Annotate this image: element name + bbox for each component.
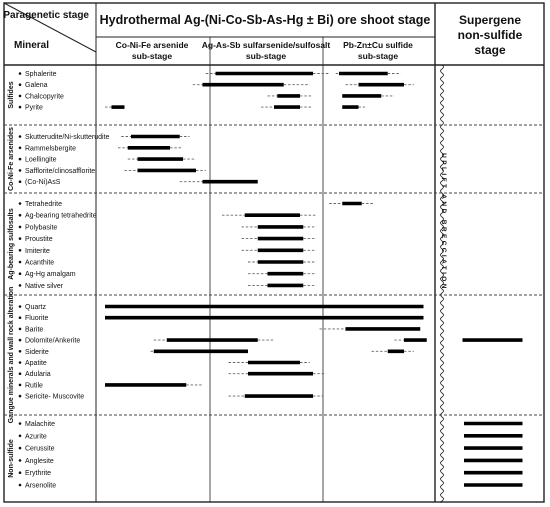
substage-2-title: Ag-As-Sb sulfarsenide/sulfosalt: [202, 40, 331, 50]
mineral-label: Pyrite: [25, 105, 43, 112]
group-label: Non-sulfide: [8, 439, 15, 478]
mineral-label: Cerussite: [25, 446, 55, 453]
mineral-label: Azurite: [25, 433, 47, 440]
bullet-icon: [18, 272, 22, 276]
bullet-icon: [18, 305, 22, 308]
bullet-icon: [18, 383, 22, 387]
substage-1-subtitle: sub-stage: [132, 51, 172, 61]
mineral-label: Safflorite/clinosafflorite: [25, 168, 95, 175]
mineral-label: Sphalerite: [25, 71, 57, 78]
mineral-label: Polybasite: [25, 224, 57, 231]
bullet-icon: [18, 284, 22, 287]
supergene-title-line2: non-sulfide: [458, 28, 523, 42]
substage-3-title: Pb-Zn±Cu sulfide: [343, 40, 413, 50]
bullet-icon: [18, 83, 22, 86]
diagram-frame: [3, 2, 545, 503]
mineral-label: Arsenolite: [25, 483, 56, 490]
bullet-icon: [18, 260, 22, 264]
mineral-label: Apatite: [25, 360, 47, 367]
mineral-group: Non-sulfide Malachite Azurite Cerussite Angl…: [8, 421, 523, 490]
bullet-icon: [18, 105, 22, 109]
uplift-wavy-line: [440, 64, 444, 503]
mineral-label: Chalcopyrite: [25, 93, 64, 100]
supergene-title-line3: stage: [474, 43, 506, 57]
mineral-label: Anglesite: [25, 458, 54, 465]
bullet-icon: [18, 157, 22, 161]
bullet-icon: [18, 213, 22, 217]
bullet-icon: [18, 180, 22, 183]
mineral-label: Rammelsbergite: [25, 145, 76, 152]
bullet-icon: [18, 146, 22, 150]
mineral-label: Tetrahedrite: [25, 201, 62, 208]
bullet-icon: [18, 422, 22, 425]
mineral-group: Gangue minerals and wall rock alteration…: [4, 287, 544, 424]
mineral-label: Ag-bearing tetrahedrite: [25, 213, 97, 220]
mineral-label: Loellingite: [25, 157, 57, 164]
uplift-brecciation-label: UPLIFT AND BRECCIATION: [440, 153, 447, 291]
mineral-label: Sericite- Muscovite: [25, 394, 84, 401]
bullet-icon: [18, 237, 22, 240]
bullet-icon: [18, 72, 22, 75]
mineral-header-label: Mineral: [14, 40, 49, 51]
bullet-icon: [18, 483, 22, 487]
bullet-icon: [18, 338, 22, 342]
bullet-icon: [18, 459, 22, 462]
header-diagonal: [3, 2, 97, 53]
mineral-label: Siderite: [25, 349, 49, 356]
bullet-icon: [18, 372, 22, 376]
bullet-icon: [18, 327, 22, 331]
bullet-icon: [18, 202, 22, 205]
mineral-label: Rutile: [25, 382, 43, 389]
mineral-label: Skutterudite/Ni-skutterudite: [25, 134, 110, 141]
mineral-label: Erythrite: [25, 470, 51, 477]
mineral-label: Fluorite: [25, 315, 48, 322]
mineral-groups: Sulfides Sphalerite Galena Chalcopyrite Pyri…: [4, 71, 544, 490]
mineral-label: Galena: [25, 82, 48, 89]
mineral-label: Acanthite: [25, 260, 54, 267]
mineral-label: Ag-Hg amalgam: [25, 271, 76, 278]
bullet-icon: [18, 135, 22, 138]
group-label: Ag-bearing sulfosalts: [8, 208, 15, 280]
bullet-icon: [18, 446, 22, 450]
bullet-icon: [18, 350, 22, 353]
hydrothermal-stage-title: Hydrothermal Ag-(Ni-Co-Sb-As-Hg ± Bi) or…: [100, 13, 431, 27]
mineral-label: Adularia: [25, 371, 51, 378]
mineral-label: Dolomite/Ankerite: [25, 338, 80, 345]
mineral-label: Quartz: [25, 304, 47, 311]
paragenetic-label: Paragenetic stage: [3, 10, 89, 21]
mineral-group: Sulfides Sphalerite Galena Chalcopyrite Pyri…: [4, 71, 544, 126]
mineral-label: Imiterite: [25, 248, 50, 255]
group-label: Gangue minerals and wall rock alteration: [8, 287, 15, 424]
bullet-icon: [18, 361, 22, 364]
bullet-icon: [18, 471, 22, 475]
bullet-icon: [18, 316, 22, 320]
mineral-label: Malachite: [25, 421, 55, 428]
group-label: Co-Ni-Fe arsenides: [8, 127, 15, 191]
supergene-title-line1: Supergene: [459, 13, 521, 27]
mineral-group: Co-Ni-Fe arsenides Skutterudite/Ni-skutte…: [4, 127, 544, 194]
bullet-icon: [18, 249, 22, 252]
mineral-group: Ag-bearing sulfosalts Tetrahedrite Ag-bear…: [4, 201, 544, 296]
mineral-label: (Co-Ni)AsS: [25, 179, 61, 186]
substage-1-title: Co-Ni-Fe arsenide: [116, 40, 189, 50]
substage-3-subtitle: sub-stage: [358, 51, 398, 61]
mineral-label: Barite: [25, 326, 43, 333]
bullet-icon: [18, 434, 22, 438]
bullet-icon: [18, 394, 22, 398]
bullet-icon: [18, 169, 22, 172]
mineral-label: Native silver: [25, 283, 64, 290]
bullet-icon: [18, 94, 22, 98]
substage-2-subtitle: sub-stage: [246, 51, 286, 61]
group-label: Sulfides: [8, 81, 15, 108]
mineral-label: Proustite: [25, 236, 53, 243]
bullet-icon: [18, 225, 22, 229]
